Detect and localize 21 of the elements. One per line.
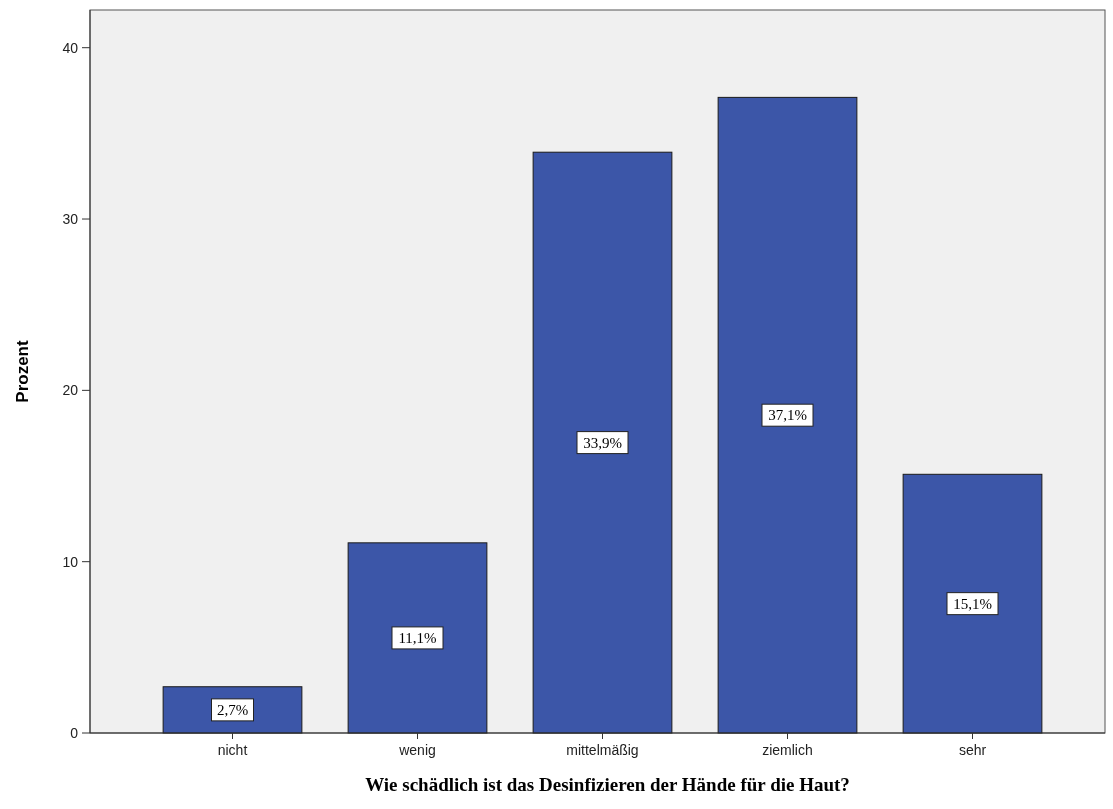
bar bbox=[902, 473, 1043, 734]
x-tick-label: ziemlich bbox=[762, 742, 813, 758]
bar bbox=[347, 542, 488, 734]
y-tick-label: 40 bbox=[62, 39, 79, 56]
x-axis-title: Wie schädlich ist das Desinfizieren der Hände für die Haut? bbox=[365, 774, 850, 795]
data-label: 37,1% bbox=[768, 407, 807, 424]
x-tick-label: mittelmäßig bbox=[566, 742, 639, 758]
data-label: 2,7% bbox=[216, 701, 249, 718]
data-label: 11,1% bbox=[398, 629, 437, 646]
y-tick-label: 10 bbox=[62, 553, 79, 570]
bar bbox=[717, 96, 858, 734]
y-tick-label: 0 bbox=[70, 725, 79, 741]
x-tick-label: wenig bbox=[398, 742, 436, 758]
x-tick-label: nicht bbox=[217, 742, 248, 758]
y-tick-label: 20 bbox=[62, 382, 79, 399]
data-label: 15,1% bbox=[953, 595, 992, 612]
y-tick-label: 30 bbox=[62, 211, 79, 228]
x-tick-label: sehr bbox=[958, 742, 987, 758]
data-label: 33,9% bbox=[583, 434, 622, 451]
y-axis-title: Prozent bbox=[13, 339, 32, 403]
bar bbox=[532, 151, 673, 734]
